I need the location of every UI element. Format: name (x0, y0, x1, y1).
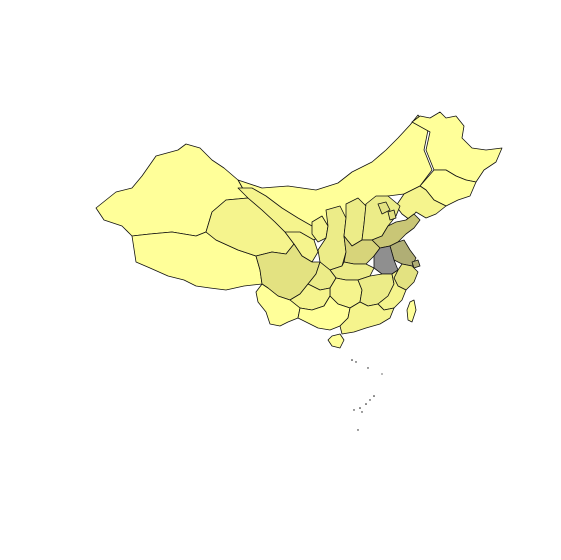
region-tianjin (387, 209, 397, 221)
region-taiwan (406, 299, 417, 323)
region-fujian (377, 269, 407, 311)
region-yunnan (255, 283, 301, 327)
south-sea-islands (351, 359, 383, 431)
region-liaoning (395, 185, 447, 221)
region-jiangsu (389, 239, 417, 267)
region-shanghai (411, 259, 421, 269)
region-guangdong (339, 301, 395, 335)
region-hainan (327, 333, 345, 349)
region-beijing (377, 201, 391, 215)
